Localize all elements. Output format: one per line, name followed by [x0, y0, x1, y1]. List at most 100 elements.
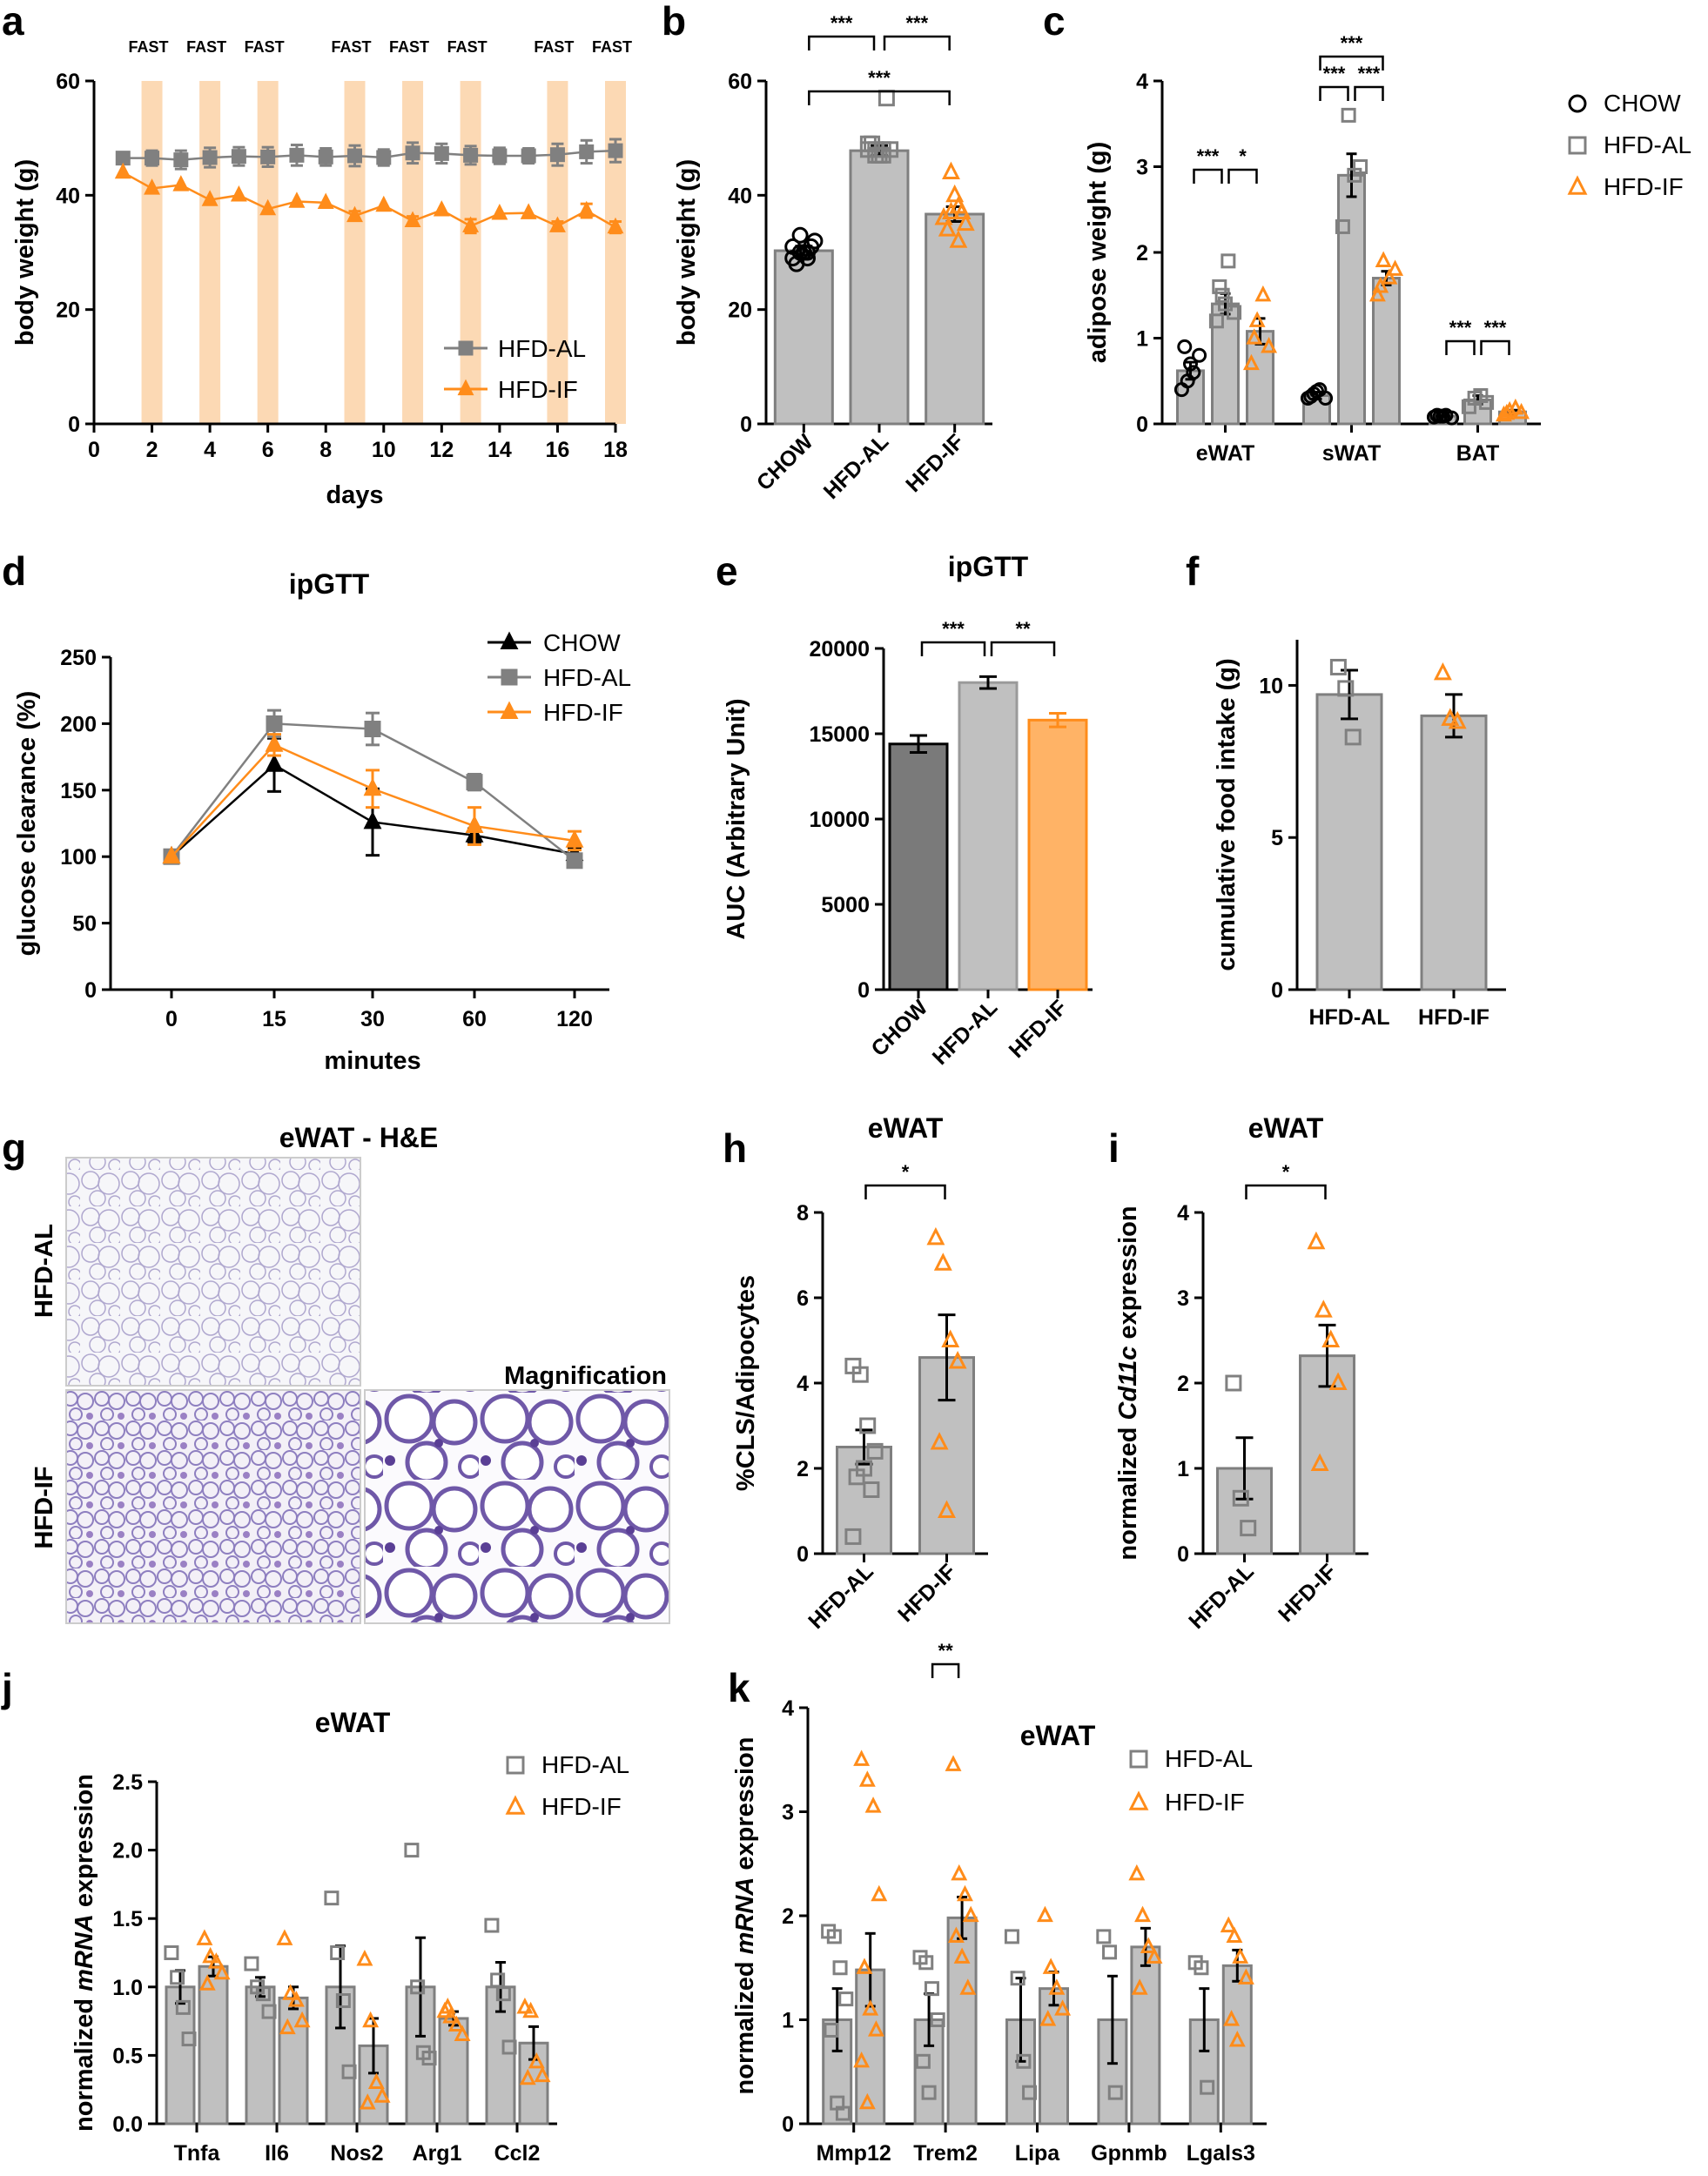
k-data-point [1131, 1978, 1148, 1995]
k-legend-marker [1129, 1750, 1148, 1769]
j-data-point [410, 1979, 426, 1995]
j-data-point [484, 1917, 500, 1933]
b-significance-bracket [808, 90, 951, 105]
c-data-point [1183, 356, 1198, 372]
b-significance-bracket [808, 35, 876, 50]
k-data-point [838, 1991, 854, 2007]
j-bar [245, 1985, 276, 2126]
a-data-point [318, 149, 333, 165]
k-data-point [951, 1864, 968, 1881]
h-title: eWAT [868, 1112, 944, 1144]
d-y-tick-label: 200 [60, 712, 97, 736]
k-x-tick-label: Lipa [1015, 2141, 1060, 2166]
j-data-point [324, 1891, 340, 1906]
j-data-point [164, 1945, 179, 1960]
c-significance-label: *** [1341, 32, 1363, 54]
c-significance-bracket [1445, 339, 1476, 355]
a-data-point [608, 143, 623, 158]
a-legend-label: HFD-IF [498, 376, 578, 403]
f-bar [1420, 714, 1488, 991]
h-data-point [844, 1528, 862, 1545]
c-legend-marker [1568, 136, 1587, 155]
f-x-tick-label: HFD-AL [1308, 1005, 1389, 1030]
a-data-point [405, 145, 420, 161]
d-data-point [566, 852, 583, 870]
d-data-point [162, 845, 181, 864]
b-y-axis-label: body weight (g) [673, 159, 701, 346]
d-title: ipGTT [289, 568, 370, 600]
c-significance-bracket [1227, 168, 1258, 184]
c-data-point [1353, 159, 1368, 174]
j-y-axis-label: normalized mRNA expression [71, 1774, 98, 2132]
a-y-tick-label: 20 [56, 299, 80, 323]
k-data-point [1107, 2085, 1123, 2100]
a-y-tick-label: 40 [56, 184, 80, 208]
c-data-point [1212, 279, 1227, 294]
d-y-tick-label: 50 [72, 912, 97, 937]
j-x-tick-label: Il6 [265, 2141, 289, 2166]
j-data-point [213, 1963, 231, 1980]
j-y-tick-label: 2.5 [112, 1770, 143, 1795]
j-data-point [279, 2018, 296, 2035]
j-y-tick-label: 0.0 [112, 2112, 143, 2137]
k-data-point [1048, 1978, 1066, 1995]
d-data-point [465, 815, 484, 833]
c-significance-label: *** [1323, 63, 1346, 84]
k-data-point [930, 2012, 945, 2027]
a-x-tick-label: 10 [372, 438, 396, 462]
b-data-point [952, 201, 972, 219]
e-bar [958, 681, 1019, 991]
j-data-point [287, 1991, 305, 2007]
d-y-tick-label: 100 [60, 845, 97, 870]
j-data-point [175, 1999, 191, 2015]
k-data-point [918, 1955, 934, 1971]
k-title: eWAT [1020, 1720, 1096, 1751]
c-data-point [1214, 287, 1230, 303]
b-bar [773, 249, 834, 426]
i-bar [1299, 1354, 1355, 1555]
h-y-tick-label: 4 [797, 1372, 809, 1396]
a-data-point [521, 148, 536, 164]
f-data-point [1337, 680, 1355, 697]
c-data-point [1335, 218, 1350, 234]
c-data-point [1387, 259, 1404, 276]
k-data-point [832, 1960, 848, 1976]
k-data-point [1054, 1999, 1072, 2016]
k-y-tick-label: 1 [782, 2009, 794, 2033]
histology-image-hfd-al [65, 1157, 361, 1387]
b-significance-label: *** [905, 12, 928, 34]
a-data-point [434, 145, 449, 161]
d-x-axis-label: minutes [324, 1047, 420, 1075]
i-y-axis-label-part: Cd11c [1114, 1347, 1142, 1420]
f-data-point [1344, 729, 1362, 746]
k-data-point [1102, 1944, 1118, 1960]
e-bar [888, 742, 949, 991]
j-y-tick-label: 1.0 [112, 1976, 143, 2000]
c-data-point [1375, 251, 1392, 267]
k-bar [1039, 1987, 1069, 2126]
a-data-point [404, 211, 421, 228]
c-data-point [1479, 394, 1495, 410]
a-data-point [172, 175, 190, 191]
c-significance-bracket [1319, 85, 1349, 101]
d-legend-marker [500, 701, 519, 719]
j-data-point [341, 2064, 357, 2079]
fast-band [344, 81, 366, 424]
a-data-point [346, 205, 363, 223]
j-bar [438, 2017, 469, 2126]
j-y-axis-label-part: mRNA [71, 1914, 98, 1991]
fast-label: FAST [245, 38, 285, 56]
i-x-tick-label: HFD-IF [1274, 1559, 1342, 1627]
b-data-point [949, 230, 968, 248]
k-legend-marker [1128, 1790, 1149, 1810]
j-x-tick-label: Nos2 [330, 2141, 383, 2166]
h-data-point [938, 1500, 956, 1518]
fast-label: FAST [534, 38, 574, 56]
h-y-tick-label: 8 [797, 1201, 809, 1226]
d-x-tick-label: 120 [556, 1007, 593, 1031]
k-y-axis-label-part: normalized [731, 1954, 759, 2094]
b-y-tick-label: 20 [728, 299, 752, 323]
j-data-point [282, 1984, 299, 2000]
k-data-point [862, 1999, 879, 2016]
h-y-tick-label: 6 [797, 1286, 809, 1311]
